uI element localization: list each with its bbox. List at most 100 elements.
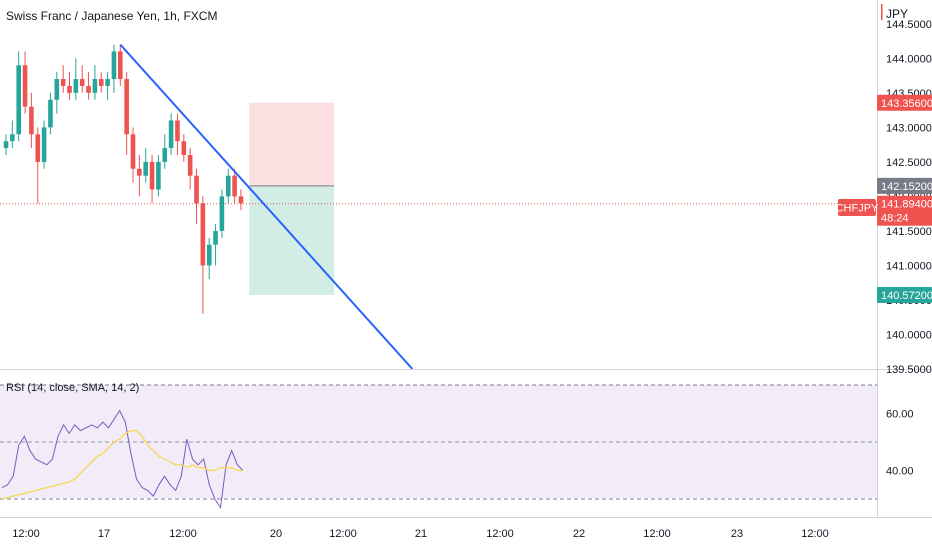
- time-tick: 12:00: [329, 528, 357, 540]
- candle: [200, 196, 206, 314]
- currency-marker: [881, 4, 883, 20]
- entry-price-label-bg: [877, 177, 932, 194]
- candle: [124, 72, 129, 155]
- candle-body: [118, 51, 123, 80]
- candle: [238, 189, 244, 211]
- rsi-line: [1, 409, 244, 510]
- stop-price-label: 143.35600: [881, 98, 932, 110]
- candle-body: [98, 79, 104, 86]
- time-tick: 12:00: [12, 528, 40, 540]
- candle-body: [143, 161, 148, 176]
- candle: [3, 134, 9, 155]
- candle-body: [175, 120, 180, 142]
- candle: [175, 113, 180, 155]
- candle: [86, 72, 91, 100]
- time-tick: 17: [98, 528, 110, 540]
- target-price-label: 140.57200: [881, 290, 932, 302]
- candle-body: [232, 175, 237, 197]
- candle-body: [187, 154, 193, 176]
- candles-layer[interactable]: [3, 44, 244, 314]
- time-tick: 20: [270, 528, 282, 540]
- price-tick: 141.50000: [886, 226, 932, 238]
- price-tick: 143.00000: [886, 122, 932, 134]
- last-price-label: 141.89400: [881, 199, 932, 211]
- candle: [137, 154, 142, 197]
- candle: [54, 72, 60, 114]
- time-axis[interactable]: 12:00 17 12:00 20 12:00 21 12:00 22 12:00 23 12:00: [12, 528, 829, 540]
- candle: [194, 168, 199, 225]
- candle-body: [16, 65, 21, 135]
- candle-body: [225, 175, 231, 197]
- candle-body: [105, 79, 110, 86]
- candle-body: [213, 230, 218, 245]
- stop-loss-zone[interactable]: [249, 102, 335, 186]
- candle: [232, 168, 237, 204]
- candle: [92, 65, 98, 100]
- candle-body: [181, 141, 187, 155]
- candle: [187, 148, 193, 190]
- price-tick: 139.50000: [886, 364, 932, 376]
- candle-body: [10, 134, 15, 142]
- candle: [73, 58, 79, 100]
- rsi-title[interactable]: RSI (14, close, SMA, 14, 2): [6, 382, 139, 394]
- last-price-label-bg: [877, 195, 932, 226]
- candle: [219, 189, 225, 238]
- candle: [111, 44, 117, 93]
- candle: [149, 154, 155, 204]
- candle: [60, 65, 66, 93]
- symbol-badge-bg: [838, 199, 876, 216]
- trendline[interactable]: [119, 43, 414, 370]
- time-tick: 23: [731, 528, 743, 540]
- time-tick: 21: [415, 528, 427, 540]
- candle-body: [149, 161, 155, 190]
- price-tick: 141.00000: [886, 260, 932, 272]
- candle-body: [200, 203, 206, 266]
- candle: [48, 92, 53, 135]
- rsi-tick: 60.00: [886, 409, 914, 421]
- candle-body: [48, 99, 53, 128]
- candle: [225, 168, 231, 204]
- candle: [156, 154, 161, 197]
- candle: [41, 120, 47, 169]
- price-tick: 140.00000: [886, 329, 932, 341]
- time-tick: 12:00: [169, 528, 197, 540]
- candle-body: [219, 196, 225, 231]
- candle: [168, 113, 174, 155]
- candle-body: [41, 127, 47, 162]
- entry-price-label: 142.15200: [881, 181, 932, 193]
- candle-body: [35, 134, 41, 162]
- rsi-axis[interactable]: 60.00 40.00: [886, 409, 914, 478]
- price-tick: 144.00000: [886, 53, 932, 65]
- candle-body: [130, 134, 136, 169]
- candle-body: [3, 141, 9, 149]
- time-tick: 12:00: [486, 528, 514, 540]
- candle-body: [238, 196, 244, 204]
- candle-body: [111, 51, 117, 80]
- time-tick: 12:00: [801, 528, 829, 540]
- candle-body: [92, 79, 98, 93]
- candle-body: [194, 175, 199, 204]
- candle-body: [29, 106, 34, 135]
- candle-body: [67, 85, 72, 93]
- candle: [29, 92, 34, 149]
- stop-price-label-bg: [877, 94, 932, 111]
- candle: [118, 44, 123, 86]
- candle-body: [22, 65, 28, 107]
- candle: [143, 148, 148, 183]
- candle: [16, 51, 21, 142]
- candle: [35, 127, 41, 204]
- candle: [98, 72, 104, 93]
- chart-title[interactable]: Swiss Franc / Japanese Yen, 1h, FXCM: [6, 9, 217, 23]
- candle-body: [54, 79, 60, 100]
- candle: [79, 65, 85, 93]
- candle-body: [206, 244, 212, 266]
- candle: [105, 72, 110, 100]
- candle-body: [86, 85, 91, 93]
- rsi-tick: 40.00: [886, 466, 914, 478]
- target-price-label-bg: [877, 286, 932, 303]
- candle: [10, 120, 15, 149]
- candle-body: [79, 79, 85, 86]
- rsi-sma-line: [1, 430, 243, 500]
